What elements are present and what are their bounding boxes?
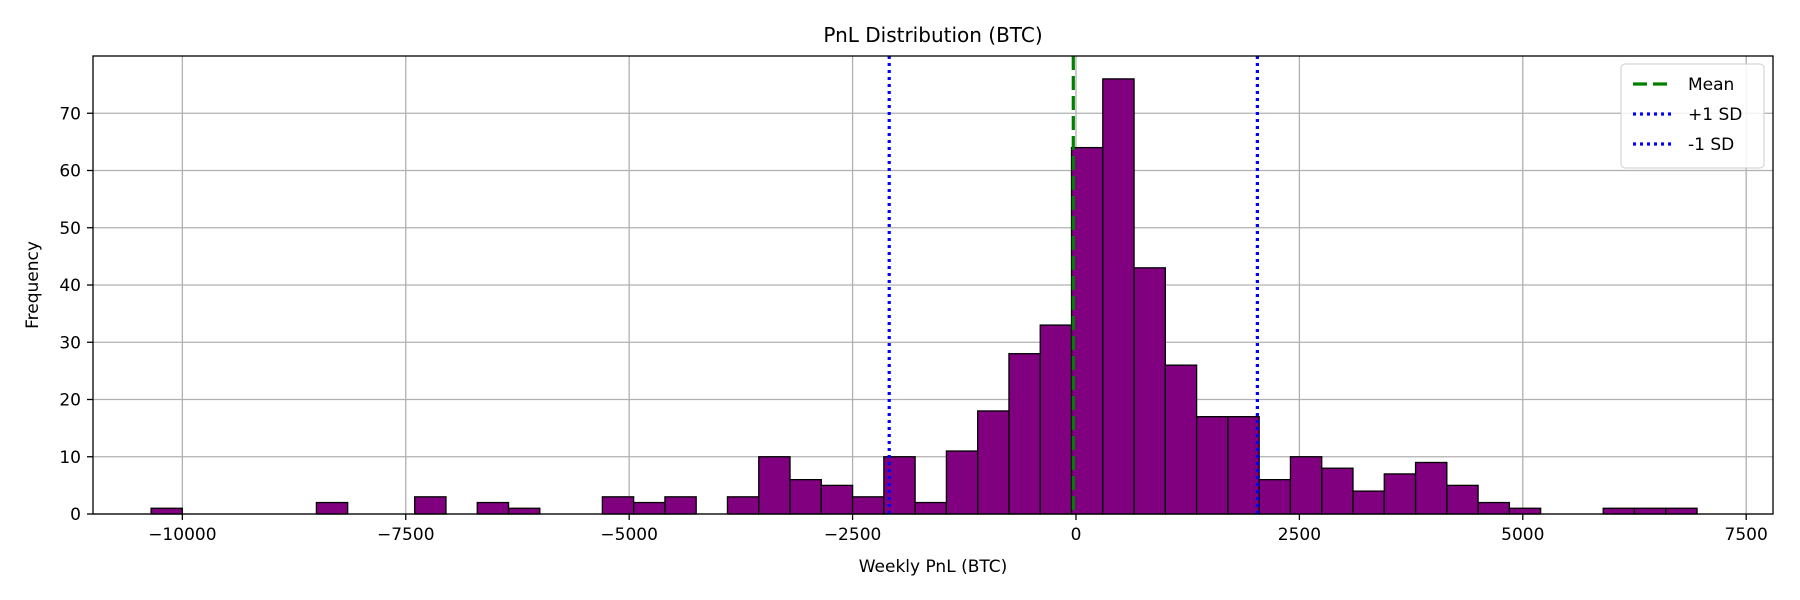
x-tick-label: −5000	[600, 525, 658, 545]
x-tick-label: −7500	[377, 525, 435, 545]
histogram-bar	[414, 496, 447, 515]
x-tick-label: 0	[1071, 525, 1082, 545]
legend-label: +1 SD	[1688, 105, 1742, 125]
x-tick-label: −10000	[148, 525, 216, 545]
y-tick-label: 40	[59, 276, 81, 296]
histogram-bar	[789, 478, 822, 515]
histogram-bar	[758, 456, 791, 515]
histogram-bar	[914, 501, 948, 515]
histogram-bar	[315, 501, 349, 515]
histogram-bar	[507, 507, 541, 515]
y-axis-label: Frequency	[23, 241, 43, 329]
legend: Mean +1 SD -1 SD	[1620, 63, 1765, 169]
histogram-bar	[664, 496, 697, 515]
histogram-bar	[945, 450, 979, 515]
histogram-bars	[150, 78, 1698, 515]
histogram-bar	[1602, 507, 1636, 515]
y-tick-label: 10	[59, 448, 81, 468]
x-tick-label: 7500	[1725, 525, 1768, 545]
histogram-bar	[601, 496, 635, 515]
reference-lines	[887, 56, 1259, 514]
histogram-bar	[1414, 461, 1448, 515]
histogram-bar	[851, 496, 885, 515]
histogram-bar	[1477, 501, 1511, 515]
histogram-bar	[726, 496, 760, 515]
histogram-bar	[1195, 416, 1229, 515]
x-axis-label: Weekly PnL (BTC)	[859, 557, 1008, 577]
y-axis-ticks: 0 10 20 30 40 50 60 70	[59, 104, 93, 525]
y-tick-label: 20	[59, 391, 81, 411]
legend-box	[1620, 63, 1765, 169]
histogram-bar	[1446, 484, 1479, 515]
histogram-bar	[1665, 507, 1698, 515]
x-tick-label: −2500	[824, 525, 882, 545]
histogram-bar	[476, 501, 510, 515]
histogram-bar	[1633, 507, 1667, 515]
histogram-bar	[150, 507, 184, 515]
histogram-bar	[1289, 456, 1323, 515]
histogram-bar	[1258, 478, 1292, 515]
y-tick-label: 30	[59, 333, 81, 353]
histogram-bar	[1070, 146, 1104, 515]
histogram-bar	[1133, 267, 1166, 515]
legend-label: Mean	[1688, 75, 1734, 95]
y-tick-label: 70	[59, 104, 81, 124]
legend-label: -1 SD	[1688, 135, 1734, 155]
x-axis-ticks: −10000 −7500 −5000 −2500 0 2500 5000 7500	[148, 514, 1768, 545]
grid	[93, 56, 1773, 515]
y-tick-label: 0	[70, 505, 81, 525]
histogram-bar	[1321, 467, 1354, 515]
x-tick-label: 2500	[1278, 525, 1321, 545]
histogram-bar	[820, 484, 854, 515]
chart-title: PnL Distribution (BTC)	[823, 23, 1042, 47]
histogram-bar	[1227, 416, 1260, 515]
histogram-bar	[1383, 473, 1417, 515]
histogram-bar	[977, 410, 1010, 515]
histogram-bar	[1008, 353, 1041, 515]
legend-items: Mean +1 SD -1 SD	[1633, 75, 1742, 155]
x-tick-label: 5000	[1501, 525, 1544, 545]
histogram-bar	[1352, 490, 1385, 515]
histogram-bar	[1102, 78, 1135, 515]
histogram-bar	[632, 501, 666, 515]
histogram-bar	[1039, 324, 1073, 515]
y-tick-label: 60	[59, 162, 81, 182]
histogram-bar	[1164, 364, 1198, 515]
y-tick-label: 50	[59, 219, 81, 239]
histogram-bar	[1508, 507, 1542, 515]
